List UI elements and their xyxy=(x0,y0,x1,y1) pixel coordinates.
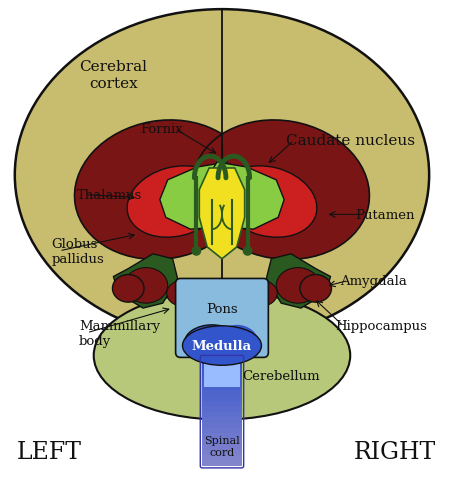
Polygon shape xyxy=(202,428,242,433)
Ellipse shape xyxy=(220,167,317,238)
Ellipse shape xyxy=(183,326,261,366)
Ellipse shape xyxy=(107,187,185,242)
Text: Pons: Pons xyxy=(206,302,238,315)
Polygon shape xyxy=(202,396,242,401)
Ellipse shape xyxy=(258,187,338,242)
Ellipse shape xyxy=(193,120,369,260)
Polygon shape xyxy=(202,450,242,455)
Ellipse shape xyxy=(215,325,258,360)
FancyBboxPatch shape xyxy=(176,279,268,358)
Text: Amygdala: Amygdala xyxy=(340,275,407,288)
Text: Mammillary
body: Mammillary body xyxy=(79,319,160,347)
Ellipse shape xyxy=(124,268,168,303)
Text: Thalamus: Thalamus xyxy=(77,189,142,202)
Text: Cerebellum: Cerebellum xyxy=(243,369,320,382)
Ellipse shape xyxy=(191,246,201,256)
Polygon shape xyxy=(184,338,260,353)
Polygon shape xyxy=(202,444,242,450)
FancyBboxPatch shape xyxy=(204,358,240,387)
Text: Fornix: Fornix xyxy=(140,123,183,136)
Polygon shape xyxy=(202,401,242,407)
Polygon shape xyxy=(202,385,242,390)
Ellipse shape xyxy=(184,325,240,360)
Polygon shape xyxy=(202,379,242,385)
Polygon shape xyxy=(160,163,235,229)
Ellipse shape xyxy=(127,167,224,238)
Text: Cerebral
cortex: Cerebral cortex xyxy=(80,60,148,90)
Ellipse shape xyxy=(246,281,277,306)
Ellipse shape xyxy=(276,268,320,303)
Polygon shape xyxy=(209,163,284,229)
Polygon shape xyxy=(202,412,242,417)
Polygon shape xyxy=(202,363,242,369)
Polygon shape xyxy=(199,168,245,259)
Ellipse shape xyxy=(300,275,332,302)
Ellipse shape xyxy=(94,292,350,420)
Polygon shape xyxy=(202,433,242,439)
Polygon shape xyxy=(202,460,242,466)
Polygon shape xyxy=(202,455,242,460)
Text: Globus
pallidus: Globus pallidus xyxy=(51,237,104,265)
Ellipse shape xyxy=(15,10,429,341)
Text: LEFT: LEFT xyxy=(17,440,82,463)
Text: Putamen: Putamen xyxy=(355,208,414,221)
Polygon shape xyxy=(202,422,242,428)
Ellipse shape xyxy=(243,246,252,256)
Text: RIGHT: RIGHT xyxy=(354,440,436,463)
Polygon shape xyxy=(202,390,242,396)
Polygon shape xyxy=(202,358,242,363)
Polygon shape xyxy=(202,374,242,379)
Text: Medulla: Medulla xyxy=(192,339,252,352)
Polygon shape xyxy=(266,254,330,309)
Polygon shape xyxy=(202,407,242,412)
Polygon shape xyxy=(113,254,178,309)
Polygon shape xyxy=(202,439,242,444)
Polygon shape xyxy=(202,417,242,422)
Text: Caudate nucleus: Caudate nucleus xyxy=(286,134,415,148)
Ellipse shape xyxy=(112,275,144,302)
Text: Hippocampus: Hippocampus xyxy=(335,320,428,333)
Polygon shape xyxy=(202,369,242,374)
Ellipse shape xyxy=(75,120,251,260)
Ellipse shape xyxy=(167,281,198,306)
Text: Spinal
cord: Spinal cord xyxy=(204,435,240,457)
